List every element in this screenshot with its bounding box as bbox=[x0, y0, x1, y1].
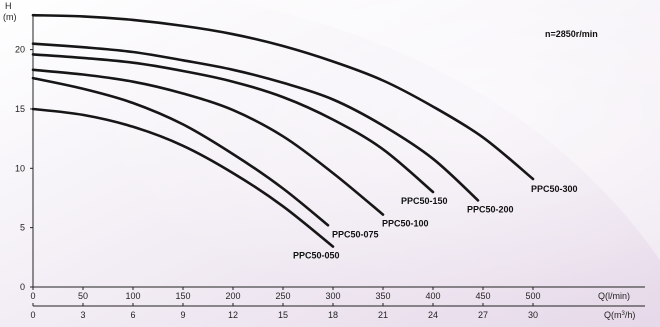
curve-ppc50-200 bbox=[31, 42, 480, 202]
x-primary-tick-label: 250 bbox=[275, 291, 290, 301]
x-primary-tick-label: 450 bbox=[475, 291, 490, 301]
x-secondary-tick-label: 12 bbox=[228, 310, 238, 320]
curve-ppc50-075 bbox=[31, 76, 330, 227]
y-tick-label: 15 bbox=[15, 104, 25, 114]
y-tick-label: 0 bbox=[20, 282, 25, 292]
curve-ppc50-050 bbox=[31, 107, 335, 248]
curve-label: PPC50-100 bbox=[382, 219, 429, 229]
curve-ppc50-100 bbox=[31, 68, 385, 216]
x-primary-tick-label: 300 bbox=[325, 291, 340, 301]
curve-label: PPC50-300 bbox=[531, 184, 578, 194]
x-primary-tick-label: 200 bbox=[225, 291, 240, 301]
x-secondary-tick-label: 24 bbox=[428, 310, 438, 320]
curve-ppc50-300 bbox=[31, 13, 535, 181]
y-axis-label: H bbox=[5, 1, 12, 11]
x-secondary-tick-label: 0 bbox=[30, 310, 35, 320]
x-axis-primary-ticks: 0 50 100 150 200 250 300 350 400 450 500 bbox=[30, 287, 541, 301]
curve-ppc50-150 bbox=[31, 53, 435, 194]
speed-annotation: n=2850r/min bbox=[545, 29, 598, 39]
x-secondary-tick-label: 6 bbox=[130, 310, 135, 320]
curve-label: PPC50-075 bbox=[332, 229, 379, 239]
x-secondary-tick-label: 15 bbox=[278, 310, 288, 320]
x-axis-secondary-ticks: 0 3 6 9 12 15 18 21 24 27 30 bbox=[30, 303, 538, 320]
x-primary-tick-label: 0 bbox=[30, 291, 35, 301]
y-tick-label: 20 bbox=[15, 45, 25, 55]
y-tick-label: 5 bbox=[20, 223, 25, 233]
x-primary-tick-label: 100 bbox=[125, 291, 140, 301]
x-primary-tick-label: 400 bbox=[425, 291, 440, 301]
y-tick-label: 10 bbox=[15, 163, 25, 173]
y-axis-ticks: 0 5 10 15 20 bbox=[15, 45, 33, 292]
x-secondary-tick-label: 30 bbox=[528, 310, 538, 320]
curve-label: PPC50-050 bbox=[293, 251, 340, 261]
x-axis-secondary-unit: Q(m3/h) bbox=[604, 310, 635, 320]
curve-label: PPC50-200 bbox=[467, 204, 514, 214]
x-secondary-tick-label: 27 bbox=[478, 310, 488, 320]
x-secondary-tick-label: 21 bbox=[378, 310, 388, 320]
x-primary-tick-label: 350 bbox=[375, 291, 390, 301]
performance-curves bbox=[31, 13, 535, 248]
x-secondary-tick-label: 3 bbox=[80, 310, 85, 320]
x-secondary-tick-label: 9 bbox=[180, 310, 185, 320]
x-primary-tick-label: 500 bbox=[525, 291, 540, 301]
y-axis-unit: (m) bbox=[3, 12, 17, 22]
x-axis-primary-unit: Q(l/min) bbox=[598, 291, 630, 301]
x-primary-tick-label: 50 bbox=[78, 291, 88, 301]
x-secondary-tick-label: 18 bbox=[328, 310, 338, 320]
x-primary-tick-label: 150 bbox=[175, 291, 190, 301]
curve-label: PPC50-150 bbox=[401, 196, 448, 206]
